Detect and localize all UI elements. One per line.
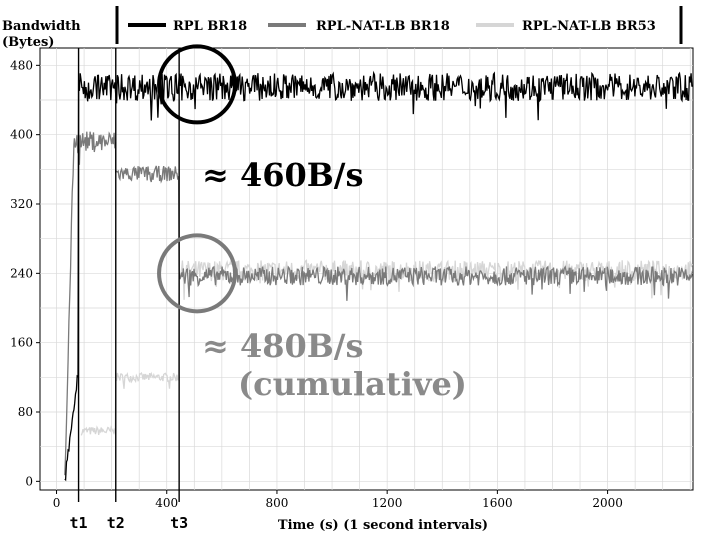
y-axis-title-line2: (Bytes) bbox=[2, 35, 54, 50]
annotation-cumulative: (cumulative) bbox=[238, 365, 467, 403]
x-tick-label: 400 bbox=[155, 496, 178, 510]
event-marker-label: t3 bbox=[170, 514, 188, 532]
highlight-circle bbox=[157, 233, 238, 314]
event-marker-label: t2 bbox=[107, 514, 125, 532]
series-line-rpl-nat-lb-br18 bbox=[64, 131, 694, 476]
legend-label-rpl-nat-lb-br18: RPL-NAT-LB BR18 bbox=[316, 19, 450, 34]
event-markers: t1 t2 t3 bbox=[70, 48, 188, 532]
legend: RPL BR18 RPL-NAT-LB BR18 RPL-NAT-LB BR53 bbox=[115, 6, 683, 44]
y-tick-label: 480 bbox=[10, 58, 33, 72]
x-tick-label: 2000 bbox=[592, 496, 623, 510]
highlight-circles bbox=[157, 44, 238, 314]
highlight-circle bbox=[157, 44, 238, 125]
annotation-480: ≈ 480B/s bbox=[202, 327, 364, 365]
axis-ticks: 0 80 160 240 320 400 480 0 400 800 1200 1600 2000 bbox=[10, 58, 623, 510]
y-tick-label: 240 bbox=[10, 266, 33, 280]
y-axis-title-line1: Bandwidth bbox=[2, 19, 81, 34]
y-tick-label: 0 bbox=[25, 474, 33, 488]
x-axis-title: Time (s) (1 second intervals) bbox=[278, 518, 488, 533]
annotation-460: ≈ 460B/s bbox=[202, 156, 364, 194]
x-tick-label: 1600 bbox=[482, 496, 513, 510]
x-tick-label: 1200 bbox=[372, 496, 403, 510]
y-tick-label: 80 bbox=[18, 405, 33, 419]
series-line-rpl-br18 bbox=[64, 70, 694, 482]
x-tick-label: 0 bbox=[53, 496, 61, 510]
y-tick-label: 320 bbox=[10, 197, 33, 211]
y-tick-label: 160 bbox=[10, 336, 33, 350]
legend-label-rpl-nat-lb-br53: RPL-NAT-LB BR53 bbox=[522, 19, 656, 34]
legend-box bbox=[116, 6, 682, 44]
y-tick-label: 400 bbox=[10, 128, 33, 142]
event-marker-label: t1 bbox=[70, 514, 88, 532]
legend-label-rpl-br18: RPL BR18 bbox=[173, 19, 247, 34]
series-lines bbox=[64, 70, 694, 482]
x-tick-label: 800 bbox=[266, 496, 289, 510]
